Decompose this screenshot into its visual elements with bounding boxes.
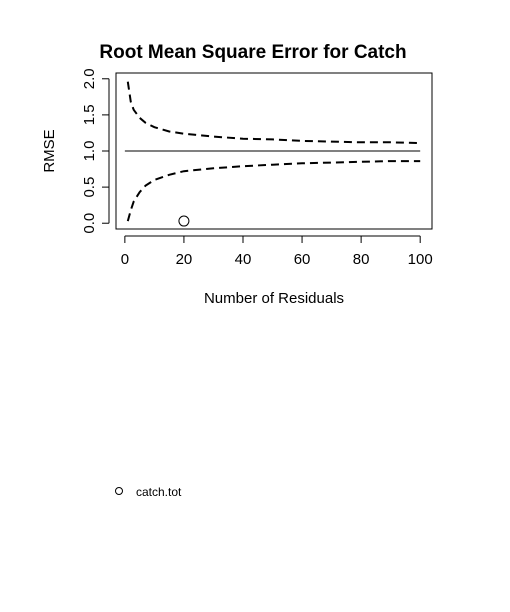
x-tick-label: 100	[408, 251, 433, 268]
plot-area-frame	[115, 72, 433, 230]
x-tick-label: 60	[294, 251, 311, 268]
lower-bound-line	[126, 160, 421, 222]
chart-title: Root Mean Square Error for Catch	[99, 42, 406, 63]
x-axis: 0 20 40 60 80 100	[121, 235, 433, 268]
legend-marker	[115, 487, 123, 495]
y-tick-label: 1.0	[81, 141, 98, 162]
x-axis-label: Number of Residuals	[204, 290, 344, 307]
legend: catch.tot	[115, 485, 182, 499]
y-tick-label: 0.0	[81, 213, 98, 234]
data-point	[178, 215, 190, 227]
plot-content	[124, 81, 421, 227]
y-tick-label: 1.5	[81, 104, 98, 125]
x-tick-label: 80	[353, 251, 370, 268]
y-tick-label: 2.0	[81, 68, 98, 89]
y-axis: 0.0 0.5 1.0 1.5 2.0	[81, 68, 110, 234]
y-axis-label: RMSE	[41, 129, 58, 172]
upper-bound-line	[126, 81, 421, 145]
x-tick-label: 20	[176, 251, 193, 268]
x-tick-label: 0	[121, 251, 129, 268]
legend-label: catch.tot	[136, 485, 182, 499]
x-tick-label: 40	[235, 251, 252, 268]
y-tick-label: 0.5	[81, 177, 98, 198]
